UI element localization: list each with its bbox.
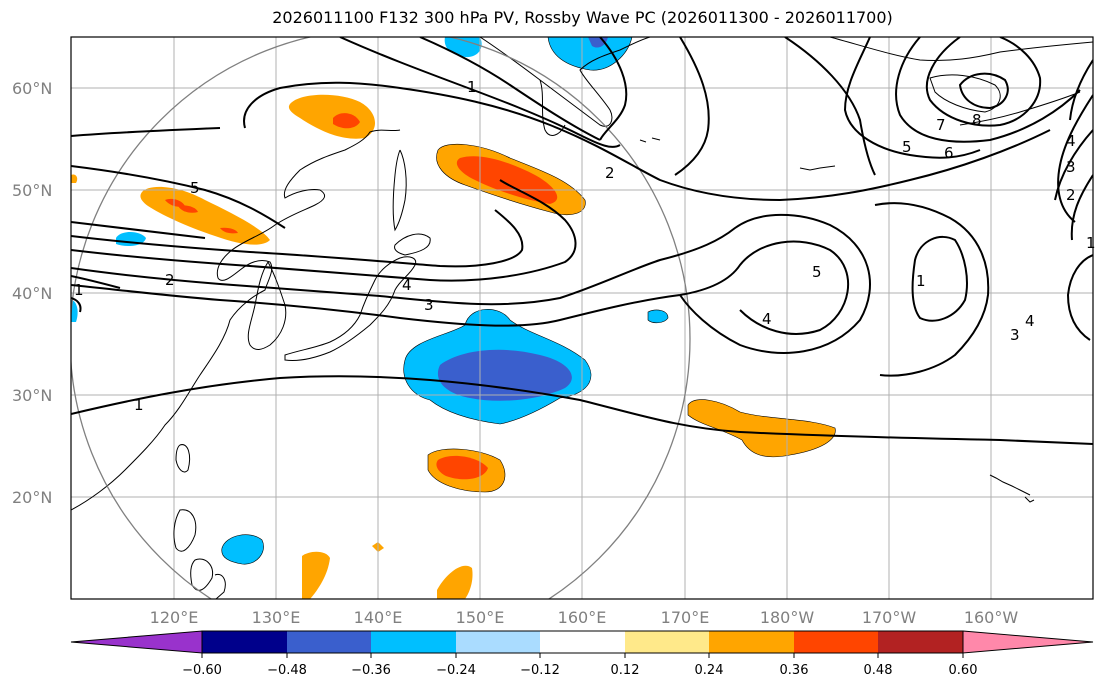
- contour-label: 4: [762, 310, 772, 328]
- lon-label-170w: 170°W: [862, 608, 917, 627]
- pv-anomaly-shading: [71, 37, 836, 599]
- contour-label: 1: [134, 396, 144, 414]
- map-frame: [70, 36, 1094, 600]
- positive-anomaly-dateline: [687, 399, 836, 458]
- colorbar-bin: [540, 631, 625, 653]
- contour-label: 4: [1066, 132, 1076, 150]
- longitude-labels: 120°E 130°E 140°E 150°E 160°E 170°E 180°…: [150, 608, 1019, 627]
- colorbar-over-triangle: [962, 630, 1094, 654]
- contour-label: 5: [190, 179, 200, 197]
- colorbar-tick: 0.24: [695, 663, 724, 678]
- lat-label-60: 60°N: [12, 79, 52, 98]
- lon-label-140e: 140°E: [354, 608, 403, 627]
- map-title: 2026011100 F132 300 hPa PV, Rossby Wave …: [272, 8, 893, 27]
- lon-label-120e: 120°E: [150, 608, 199, 627]
- negative-anomaly-edge: [71, 300, 78, 322]
- lat-label-20: 20°N: [12, 488, 52, 507]
- positive-anomaly-s: [437, 565, 473, 599]
- negative-anomaly-core: [437, 349, 572, 401]
- svg-text:4: 4: [1025, 312, 1035, 330]
- colorbar-tick: 0.48: [864, 663, 893, 678]
- negative-anomaly-east: [647, 309, 669, 324]
- contour-label: 3: [1066, 158, 1076, 176]
- colorbar-tick: 0.60: [949, 663, 978, 678]
- contour-label: 4: [402, 276, 412, 294]
- negative-anomaly-sw: [221, 534, 264, 565]
- lat-label-50: 50°N: [12, 181, 52, 200]
- colorbar-bin: [878, 631, 963, 653]
- contour-label: 5: [812, 263, 822, 281]
- colorbar-bin: [202, 631, 287, 653]
- contour-label: 2: [165, 271, 175, 289]
- positive-anomaly-okhotsk: [288, 94, 376, 139]
- contour-label: 3: [424, 296, 434, 314]
- latitude-labels: 20°N 30°N 40°N 50°N 60°N: [12, 79, 52, 507]
- positive-anomaly-sw: [302, 551, 330, 599]
- positive-anomaly-manchuria: [140, 186, 270, 245]
- colorbar-bin: [371, 631, 456, 653]
- colorbar-tick: −0.24: [436, 663, 476, 678]
- colorbar-bin: [625, 631, 709, 653]
- contour-label: 1: [467, 78, 477, 96]
- contour-label: 7: [936, 116, 946, 134]
- lon-label-170e: 170°E: [661, 608, 710, 627]
- contour-labels: 1 1 1 2 2 3 3 4 4 5 5 6 7 8 1 2 3 4 1 5 …: [74, 78, 1096, 414]
- lat-label-40: 40°N: [12, 284, 52, 303]
- coastlines: [71, 37, 1093, 599]
- colorbar-tick: 0.12: [611, 663, 640, 678]
- lon-label-160e: 160°E: [558, 608, 607, 627]
- contour-label: 2: [605, 164, 615, 182]
- contour-label: 1: [916, 272, 926, 290]
- negative-anomaly-north2: [547, 37, 633, 71]
- contour-label: 6: [944, 144, 954, 162]
- lon-label-160w: 160°W: [964, 608, 1019, 627]
- lat-label-30: 30°N: [12, 386, 52, 405]
- svg-text:5: 5: [902, 138, 912, 156]
- contour-label: 1: [74, 281, 84, 299]
- colorbar-bin: [709, 631, 794, 653]
- contour-label: 8: [972, 111, 982, 129]
- lon-label-180w: 180°W: [760, 608, 815, 627]
- colorbar-bin: [287, 631, 371, 653]
- colorbar-tick: −0.36: [351, 663, 391, 678]
- contour-label: 3: [1010, 326, 1020, 344]
- pv-contours: [71, 37, 1093, 445]
- contour-label: 1: [1086, 234, 1096, 252]
- colorbar-bin: [456, 631, 540, 653]
- colorbar-bin: [794, 631, 878, 653]
- colorbar-tick: −0.60: [182, 663, 222, 678]
- colorbar-tick: 0.36: [780, 663, 809, 678]
- influence-circle: [71, 37, 691, 599]
- lon-label-130e: 130°E: [252, 608, 301, 627]
- colorbar-under-triangle: [70, 630, 203, 654]
- colorbar-tick: −0.12: [520, 663, 560, 678]
- colorbar-tick: −0.48: [267, 663, 307, 678]
- colorbar: −0.60 −0.48 −0.36 −0.24 −0.12 0.12 0.24 …: [70, 630, 1094, 678]
- lon-label-150e: 150°E: [456, 608, 505, 627]
- contour-label: 2: [1066, 186, 1076, 204]
